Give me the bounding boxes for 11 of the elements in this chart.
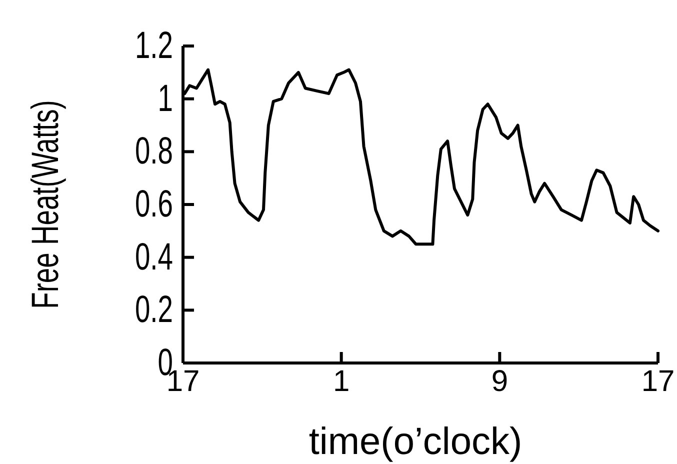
x-tick-label: 17 [641, 365, 675, 398]
x-tick-label: 9 [491, 365, 508, 398]
y-tick-label: 1.2 [134, 24, 173, 68]
y-axis-title: Free Heat(Watts) [24, 100, 68, 309]
y-tick-label: 0.4 [134, 236, 173, 279]
y-tick-label: 1 [158, 78, 173, 120]
x-tick-label: 1 [332, 365, 350, 398]
y-tick-label: 0.8 [134, 130, 173, 173]
x-axis-title: time(o’clock) [308, 421, 522, 463]
y-tick-label: 0.2 [134, 288, 173, 332]
y-tick-label: 0.6 [134, 183, 173, 226]
